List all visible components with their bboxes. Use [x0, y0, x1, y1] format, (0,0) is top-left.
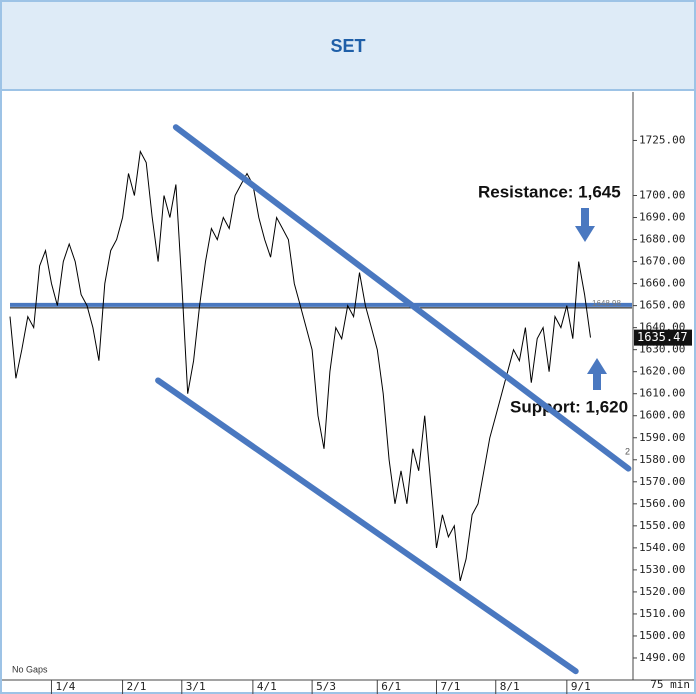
x-tick-label: 4/1: [257, 680, 277, 693]
x-tick-label: 8/1: [500, 680, 520, 693]
y-tick-label: 1600.00: [639, 409, 685, 422]
trend-line: [172, 124, 632, 472]
y-tick-label: 1670.00: [639, 255, 685, 268]
x-tick-label: 7/1: [441, 680, 461, 693]
y-tick-label: 1520.00: [639, 585, 685, 598]
y-tick-label: 1500.00: [639, 629, 685, 642]
y-tick-label: 1700.00: [639, 189, 685, 202]
y-tick-label: 1570.00: [639, 475, 685, 488]
y-tick-label: 1680.00: [639, 233, 685, 246]
x-tick-label: 6/1: [381, 680, 401, 693]
last-value-label: 1635.47: [637, 330, 688, 344]
y-tick-label: 1650.00: [639, 299, 685, 312]
x-tick-label: 2/1: [127, 680, 147, 693]
trend-line: [155, 377, 579, 675]
annotation: Resistance: 1,645: [478, 182, 621, 201]
arrow-up: [587, 358, 607, 390]
y-tick-label: 1590.00: [639, 431, 685, 444]
y-tick-label: 1530.00: [639, 563, 685, 576]
plot-frame: [0, 89, 696, 694]
gaps-note: No Gaps: [12, 664, 48, 674]
x-tick-label: 1/4: [55, 680, 75, 693]
y-tick-label: 1620.00: [639, 365, 685, 378]
x-tick-label: 3/1: [186, 680, 206, 693]
y-tick-label: 1610.00: [639, 387, 685, 400]
header: [0, 0, 696, 91]
y-tick-label: 1490.00: [639, 651, 685, 664]
y-tick-label: 1725.00: [639, 133, 685, 146]
y-tick-label: 1630.00: [639, 343, 685, 356]
price-line: [9, 149, 591, 582]
chart-title: SET: [330, 36, 365, 56]
channel-label: 2: [625, 446, 630, 456]
last-value-box: [634, 329, 692, 346]
y-tick-label: 1550.00: [639, 519, 685, 532]
y-tick-label: 1660.00: [639, 277, 685, 290]
annotation: Support: 1,620: [510, 397, 628, 416]
x-tick-label: 5/3: [316, 680, 336, 693]
y-tick-label: 1580.00: [639, 453, 685, 466]
arrow-down: [575, 208, 595, 242]
y-tick-label: 1540.00: [639, 541, 685, 554]
reference-label: 1648.98: [592, 299, 621, 308]
interval-note: 75 min: [650, 678, 690, 691]
y-tick-label: 1690.00: [639, 211, 685, 224]
y-tick-label: 1560.00: [639, 497, 685, 510]
x-tick-label: 9/1: [571, 680, 591, 693]
y-tick-label: 1510.00: [639, 607, 685, 620]
